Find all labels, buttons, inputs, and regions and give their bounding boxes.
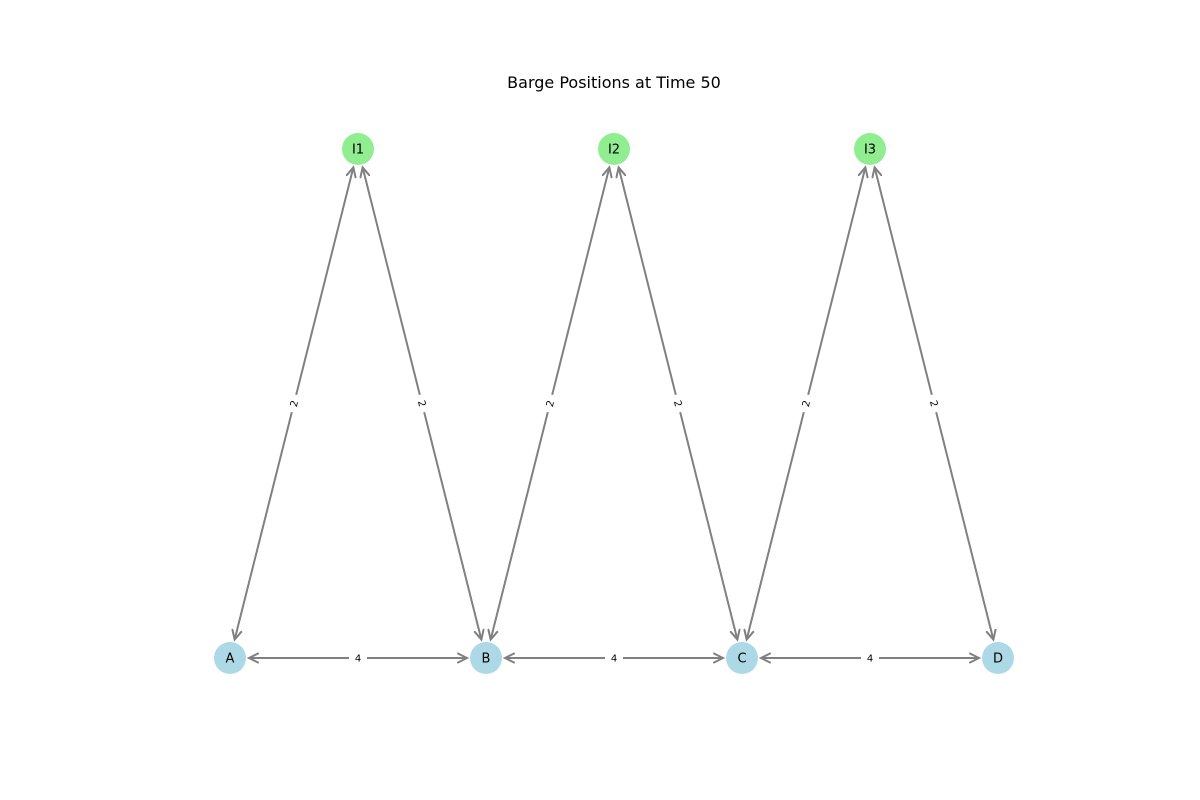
node-label: I3 <box>864 143 876 158</box>
node-I2: I2 <box>598 133 630 165</box>
node-B: B <box>470 642 502 674</box>
arrowhead-icon <box>713 652 726 664</box>
edge-A-B: 4 <box>246 651 470 665</box>
edge-weight-label: 2 <box>289 399 301 408</box>
node-circle <box>214 642 246 674</box>
arrowhead-icon <box>969 652 982 664</box>
edge-A-I1: 2 <box>231 165 357 642</box>
edge-label-background <box>285 393 303 414</box>
arrowhead-icon <box>871 165 883 179</box>
edge-weight-label: 4 <box>867 654 873 665</box>
arrowhead-icon <box>601 165 613 179</box>
node-A: A <box>214 642 246 674</box>
edge-I3-D: 2 <box>871 165 997 642</box>
node-circle <box>982 642 1014 674</box>
edge-weight-label: 4 <box>611 654 617 665</box>
node-I3: I3 <box>854 133 886 165</box>
edge-B-C: 4 <box>502 651 726 665</box>
node-circle <box>470 642 502 674</box>
edge-label-background <box>605 651 623 665</box>
edge-I1-B: 2 <box>359 165 485 642</box>
arrowhead-icon <box>502 652 515 664</box>
arrowhead-icon <box>345 165 357 179</box>
edge-label-background <box>413 393 431 414</box>
edge-label-background <box>925 393 943 414</box>
node-D: D <box>982 642 1014 674</box>
node-C: C <box>726 642 758 674</box>
diagram-title: Barge Positions at Time 50 <box>507 73 721 92</box>
arrowhead-icon <box>758 652 771 664</box>
edge-weight-label: 2 <box>545 399 557 408</box>
edge-label-background <box>349 651 367 665</box>
node-label: A <box>226 652 235 667</box>
edge-weight-label: 2 <box>671 399 683 408</box>
edge-C-D: 4 <box>758 651 982 665</box>
edge-weight-label: 2 <box>801 399 813 408</box>
arrowhead-icon <box>359 165 371 179</box>
edge-I2-C: 2 <box>615 165 741 642</box>
arrowhead-icon <box>615 165 627 179</box>
node-circle <box>854 133 886 165</box>
nodes-layer: A B C D I1 I2 I3 <box>214 133 1014 674</box>
node-circle <box>342 133 374 165</box>
node-label: C <box>737 652 746 667</box>
edge-label-background <box>861 651 879 665</box>
node-circle <box>598 133 630 165</box>
edges-layer: 2 2 2 2 2 2 4 4 4 <box>231 165 997 665</box>
edge-C-I3: 2 <box>743 165 869 642</box>
edge-weight-label: 4 <box>355 654 361 665</box>
arrowhead-icon <box>457 652 470 664</box>
arrowhead-icon <box>729 628 741 642</box>
arrowhead-icon <box>487 628 499 642</box>
edge-weight-label: 2 <box>415 399 427 408</box>
edge-weight-label: 2 <box>927 399 939 408</box>
arrowhead-icon <box>743 628 755 642</box>
node-label: I1 <box>352 143 364 158</box>
arrowhead-icon <box>473 628 485 642</box>
arrowhead-icon <box>246 652 259 664</box>
edge-label-background <box>797 393 815 414</box>
edge-label-background <box>541 393 559 414</box>
node-label: B <box>482 652 491 667</box>
arrowhead-icon <box>231 628 243 642</box>
arrowhead-icon <box>985 628 997 642</box>
node-circle <box>726 642 758 674</box>
node-label: I2 <box>608 143 620 158</box>
node-label: D <box>993 652 1003 667</box>
edge-label-background <box>669 393 687 414</box>
node-I1: I1 <box>342 133 374 165</box>
edge-B-I2: 2 <box>487 165 613 642</box>
arrowhead-icon <box>857 165 869 179</box>
